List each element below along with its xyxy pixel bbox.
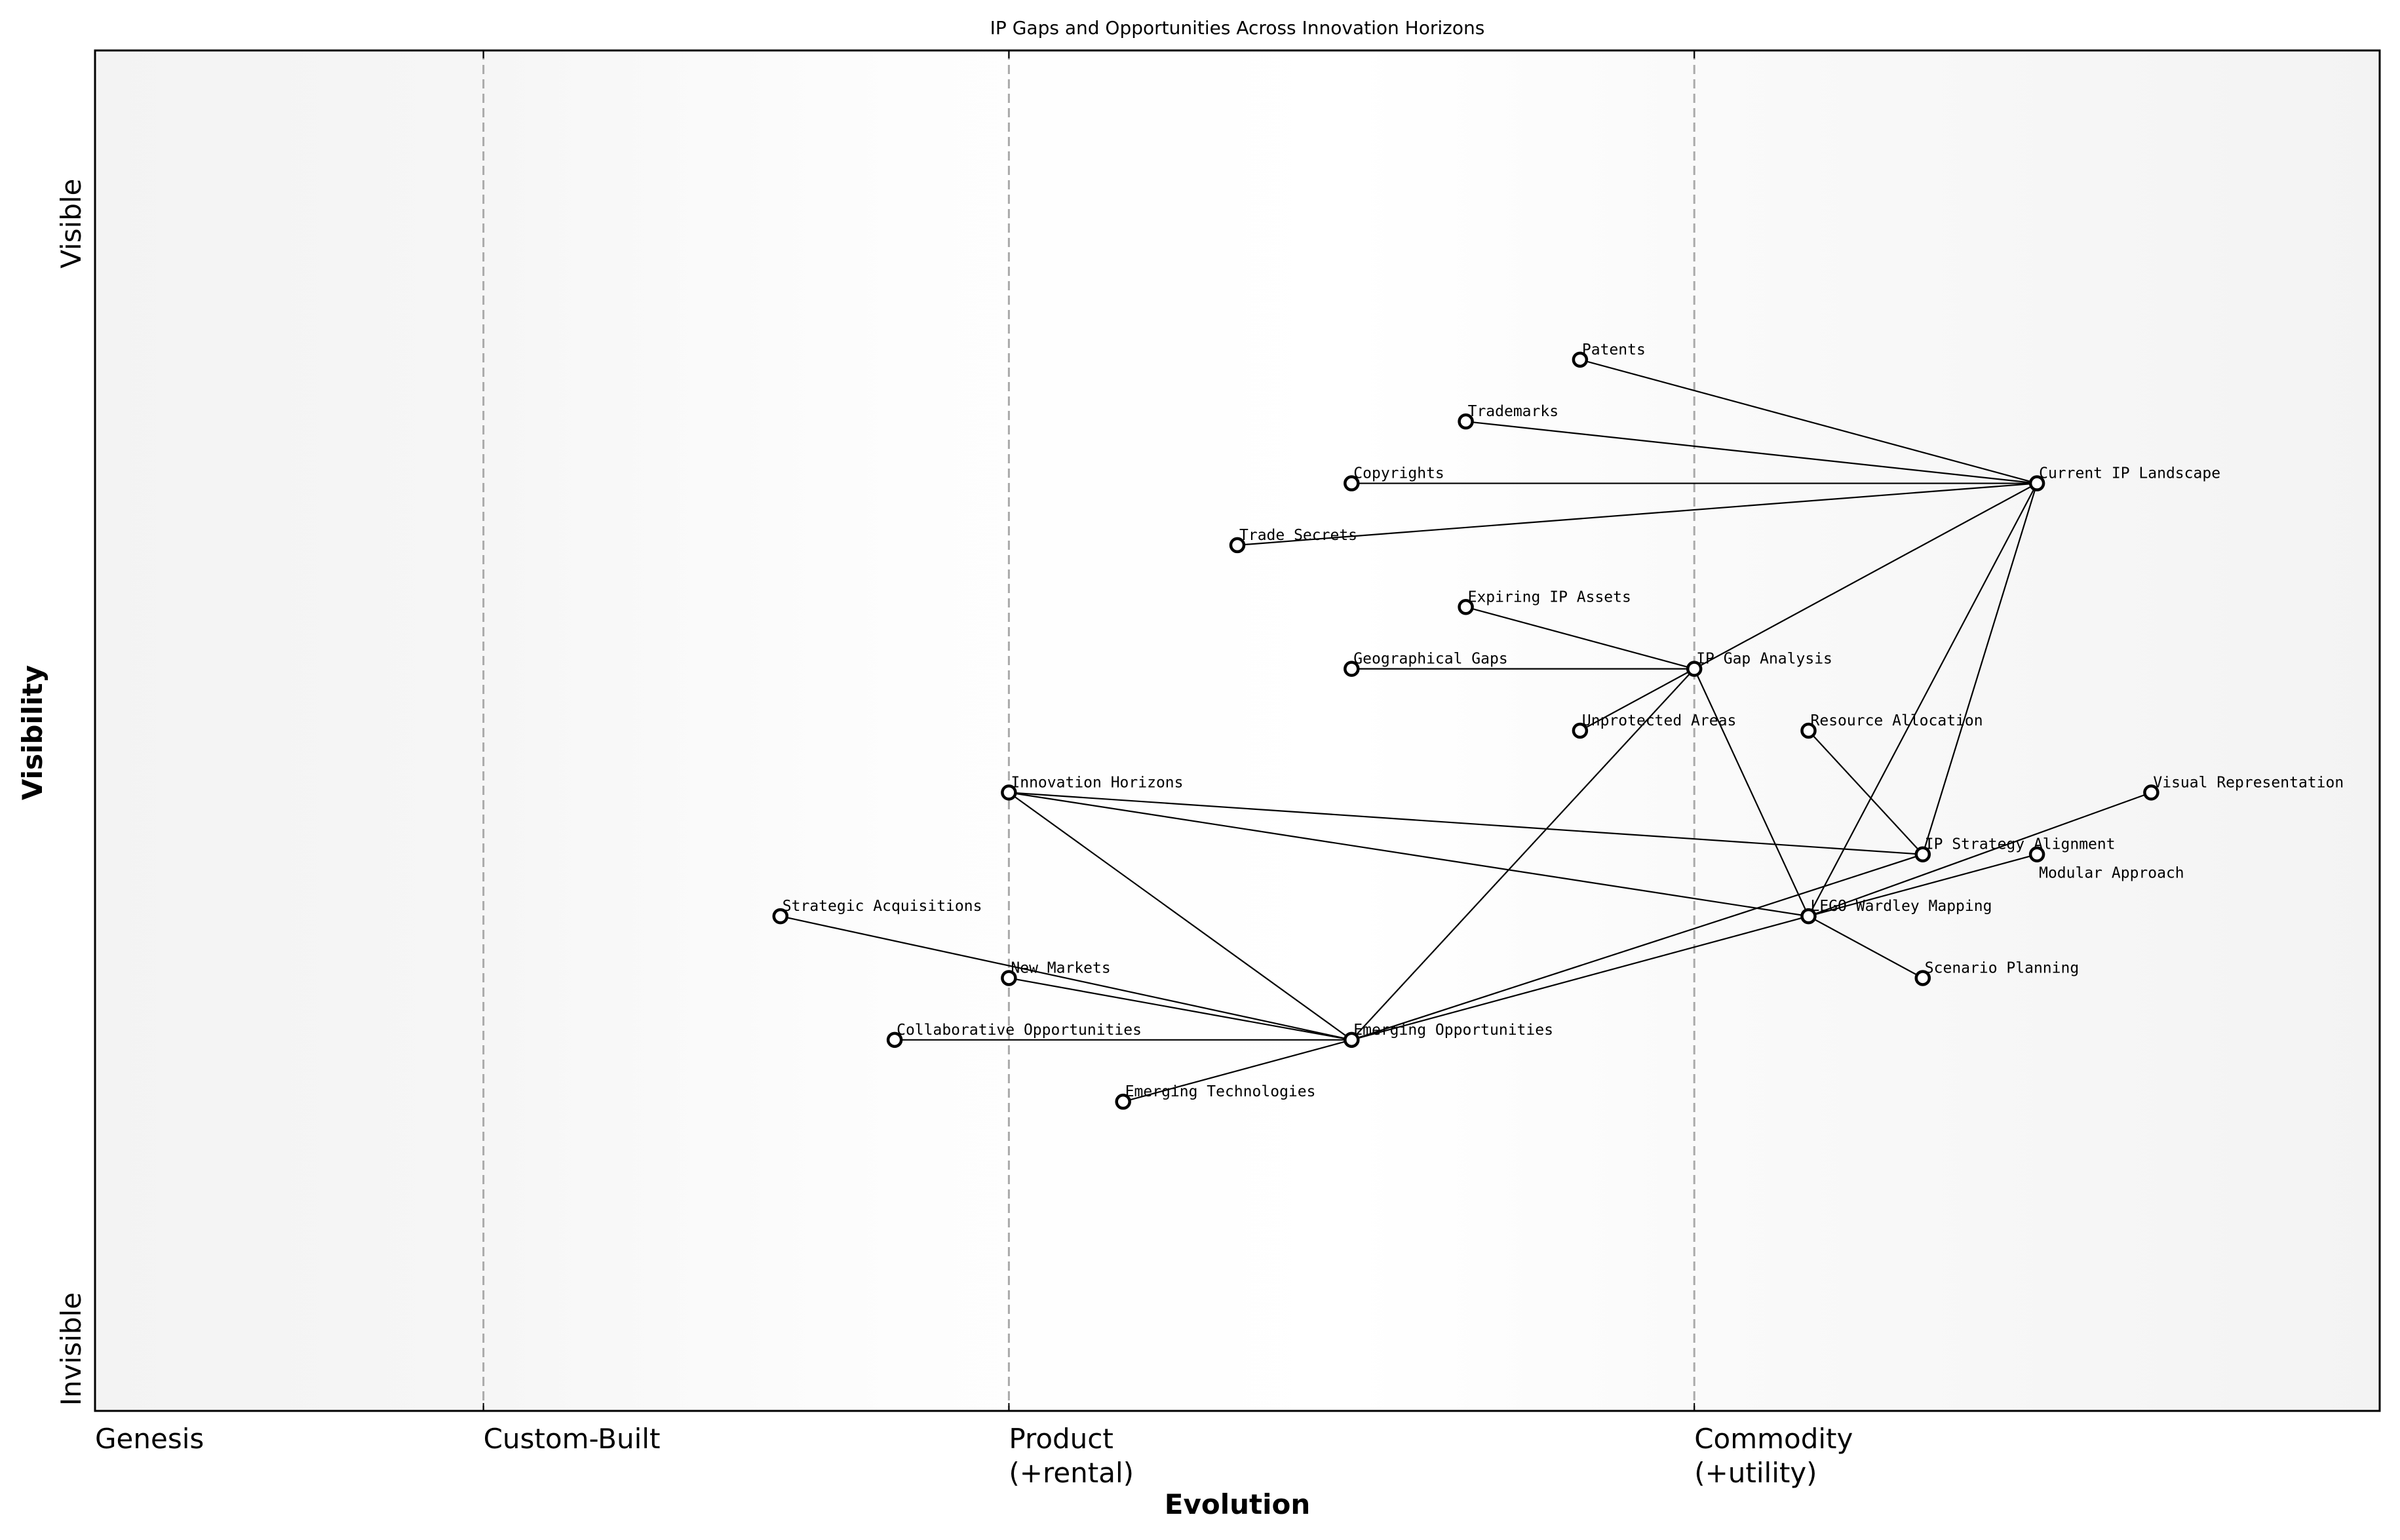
edge-current-ip-landscape-to-trade-secrets	[1237, 482, 2038, 547]
edge-resource-allocation-to-ip-strategy-alignment	[1808, 730, 1924, 855]
node-current-ip-landscape[interactable]: Current IP Landscape	[2028, 465, 2220, 491]
node-marker[interactable]	[1686, 661, 1703, 677]
edge-current-ip-landscape-to-ip-strategy-alignment	[1922, 483, 2038, 855]
node-label: Trademarks	[1468, 403, 1558, 420]
node-marker[interactable]	[1458, 413, 1474, 430]
node-label: Collaborative Opportunities	[897, 1022, 1142, 1039]
node-emerging-opportunities[interactable]: Emerging Opportunities	[1344, 1022, 1553, 1049]
edge-emerging-opportunities-to-lego-wardley-mapping	[1351, 915, 1809, 1041]
plot-background	[95, 50, 2380, 1411]
node-marker[interactable]	[886, 1031, 903, 1049]
node-marker[interactable]	[2028, 846, 2045, 862]
node-label: Emerging Opportunities	[1353, 1022, 1553, 1039]
node-patents[interactable]: Patents	[1572, 341, 1646, 368]
node-modular-approach[interactable]: Modular Approach	[2028, 846, 2184, 882]
edge-ip-gap-analysis-to-unprotected-areas	[1579, 668, 1695, 731]
x-tick-label-genesis: Genesis	[95, 1423, 204, 1455]
edge-emerging-opportunities-to-ip-strategy-alignment	[1351, 853, 1924, 1041]
x-axis-label: Evolution	[1165, 1488, 1310, 1520]
node-marker[interactable]	[2143, 784, 2159, 801]
y-axis-label: Visibility	[16, 665, 48, 800]
node-lego-wardley-mapping[interactable]: LEGO Wardley Mapping	[1800, 898, 1992, 925]
node-label: Innovation Horizons	[1011, 774, 1183, 791]
edge-emerging-opportunities-to-emerging-technologies	[1123, 1039, 1352, 1103]
node-label: IP Gap Analysis	[1696, 651, 1832, 668]
node-label: LEGO Wardley Mapping	[1811, 898, 1992, 915]
edge-innovation-horizons-to-ip-strategy-alignment	[1009, 792, 1923, 855]
edge-lego-wardley-mapping-to-modular-approach	[1808, 853, 2038, 917]
node-unprotected-areas[interactable]: Unprotected Areas	[1572, 712, 1736, 739]
edge-emerging-opportunities-to-new-markets	[1009, 977, 1352, 1041]
node-new-markets[interactable]: New Markets	[1001, 959, 1111, 986]
node-label: Scenario Planning	[1925, 959, 2079, 976]
node-marker[interactable]	[772, 908, 789, 925]
node-label: Modular Approach	[2039, 865, 2184, 882]
node-label: Emerging Technologies	[1125, 1083, 1316, 1100]
node-marker[interactable]	[1115, 1093, 1131, 1110]
edge-innovation-horizons-to-emerging-opportunities	[1008, 792, 1352, 1041]
x-tick-label-commodity: Commodity (+utility)	[1694, 1423, 1853, 1489]
node-label: New Markets	[1011, 959, 1110, 976]
x-tick-label-custom-built: Custom-Built	[484, 1423, 661, 1455]
edge-current-ip-landscape-to-ip-gap-analysis	[1694, 482, 2038, 670]
node-marker[interactable]	[1800, 908, 1817, 925]
chart-title: IP Gaps and Opportunities Across Innovat…	[990, 17, 1485, 39]
node-label: IP Strategy Alignment	[1925, 836, 2116, 853]
edge-lego-wardley-mapping-to-visual-representation	[1808, 792, 2152, 917]
node-label: Trade Secrets	[1239, 527, 1357, 544]
node-label: Resource Allocation	[1811, 712, 1983, 729]
edge-ip-gap-analysis-to-lego-wardley-mapping	[1694, 668, 1810, 917]
node-label: Patents	[1582, 341, 1646, 358]
node-emerging-technologies[interactable]: Emerging Technologies	[1115, 1083, 1316, 1110]
node-marker[interactable]	[1458, 599, 1474, 615]
node-marker[interactable]	[1344, 661, 1360, 677]
node-trademarks[interactable]: Trademarks	[1458, 403, 1558, 430]
node-label: Visual Representation	[2153, 774, 2344, 791]
node-label: Geographical Gaps	[1353, 651, 1507, 668]
node-scenario-planning[interactable]: Scenario Planning	[1914, 959, 2079, 986]
edge-emerging-opportunities-to-strategic-acquisitions	[780, 915, 1352, 1041]
node-expiring-ip-assets[interactable]: Expiring IP Assets	[1458, 588, 1631, 615]
node-marker[interactable]	[1800, 722, 1817, 739]
node-marker[interactable]	[1001, 784, 1017, 801]
node-label: Copyrights	[1353, 465, 1444, 482]
edge-innovation-horizons-to-lego-wardley-mapping	[1009, 792, 1809, 917]
node-ip-strategy-alignment[interactable]: IP Strategy Alignment	[1914, 836, 2116, 862]
node-marker[interactable]	[1001, 970, 1017, 986]
node-label: Strategic Acquisitions	[783, 898, 982, 915]
edge-ip-gap-analysis-to-emerging-opportunities	[1351, 668, 1695, 1041]
y-tick-label-visible: Visible	[55, 179, 87, 269]
node-copyrights[interactable]: Copyrights	[1344, 465, 1444, 491]
node-label: Current IP Landscape	[2039, 465, 2220, 482]
plot-frame	[94, 49, 2381, 1412]
node-marker[interactable]	[1914, 970, 1931, 986]
node-marker[interactable]	[1572, 351, 1589, 368]
node-marker[interactable]	[1914, 846, 1931, 862]
node-marker[interactable]	[1344, 475, 1360, 491]
edge-current-ip-landscape-to-patents	[1579, 358, 2038, 484]
node-trade-secrets[interactable]: Trade Secrets	[1229, 527, 1357, 554]
x-tick-label-product: Product (+rental)	[1009, 1423, 1134, 1489]
edge-current-ip-landscape-to-lego-wardley-mapping	[1808, 483, 2038, 917]
edge-lego-wardley-mapping-to-scenario-planning	[1808, 915, 1924, 979]
node-collaborative-opportunities[interactable]: Collaborative Opportunities	[886, 1022, 1142, 1049]
node-strategic-acquisitions[interactable]: Strategic Acquisitions	[772, 898, 982, 925]
node-innovation-horizons[interactable]: Innovation Horizons	[1001, 774, 1184, 801]
node-geographical-gaps[interactable]: Geographical Gaps	[1344, 651, 1508, 677]
edge-current-ip-landscape-to-trademarks	[1465, 421, 2038, 484]
node-marker[interactable]	[1572, 722, 1589, 739]
node-resource-allocation[interactable]: Resource Allocation	[1800, 712, 1983, 739]
node-marker[interactable]	[2028, 475, 2045, 491]
node-ip-gap-analysis[interactable]: IP Gap Analysis	[1686, 651, 1832, 677]
node-label: Unprotected Areas	[1582, 712, 1736, 729]
edge-ip-gap-analysis-to-expiring-ip-assets	[1465, 606, 1695, 670]
node-marker[interactable]	[1344, 1031, 1360, 1049]
node-marker[interactable]	[1229, 537, 1246, 554]
y-tick-label-invisible: Invisible	[55, 1292, 87, 1406]
node-visual-representation[interactable]: Visual Representation	[2143, 774, 2344, 801]
node-label: Expiring IP Assets	[1468, 588, 1631, 606]
